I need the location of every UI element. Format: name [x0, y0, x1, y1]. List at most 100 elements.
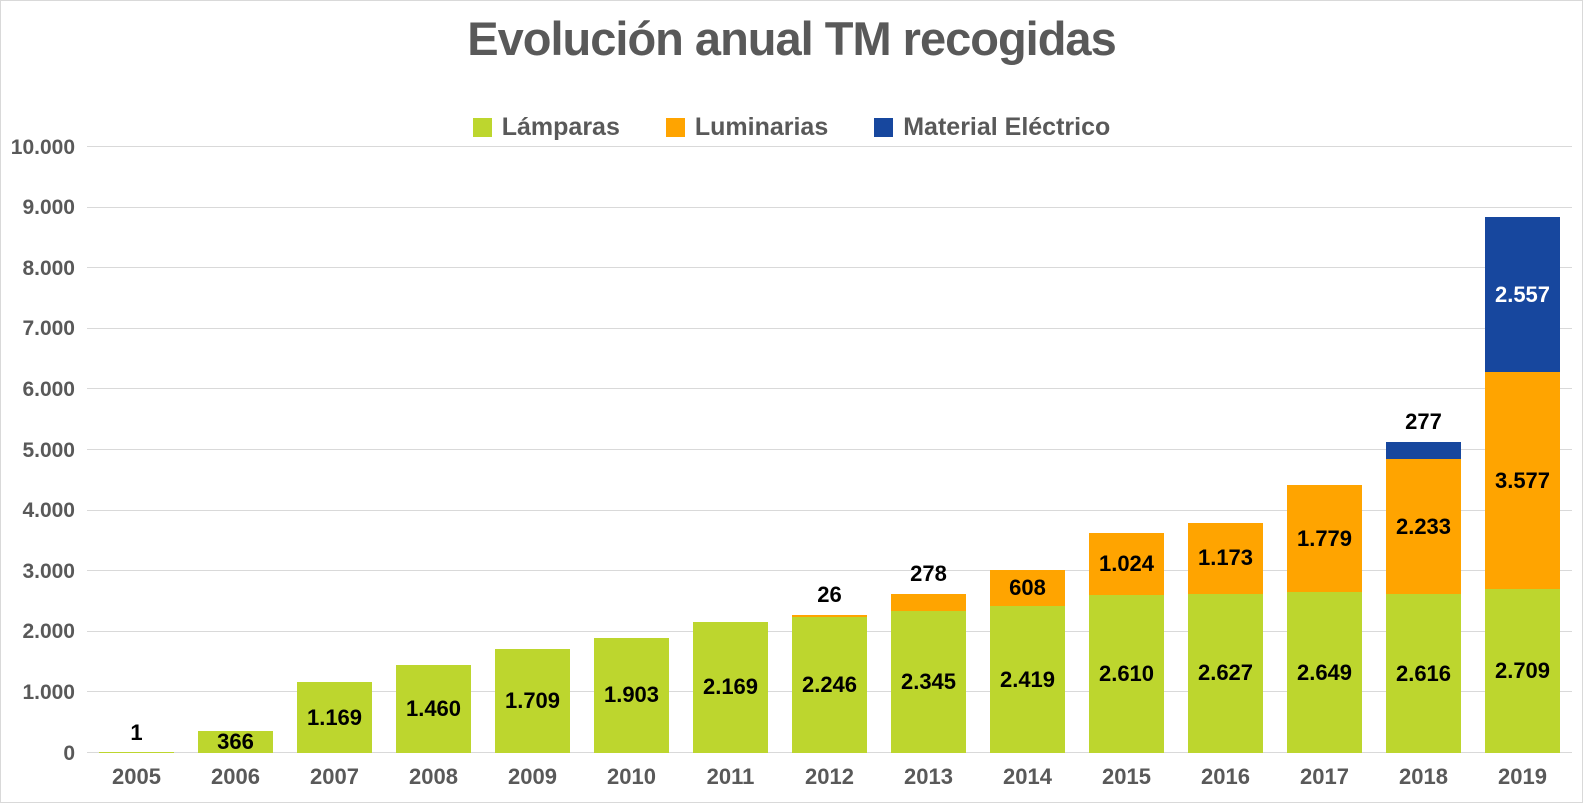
y-axis-label: 10.000: [10, 135, 75, 159]
bar-segment-luminarias-2019: [1485, 372, 1560, 589]
bar-slot-2009: 1.709 2009: [483, 147, 582, 789]
legend-item-luminarias: Luminarias: [665, 113, 829, 142]
data-label-la-mparas-2018: 2.616: [1395, 660, 1452, 686]
legend-swatch-icon: [472, 118, 492, 137]
legend-swatch-icon: [874, 118, 894, 137]
bar-segment-luminarias-2017: [1287, 484, 1362, 593]
legend-swatch-icon: [665, 118, 685, 137]
gridline: [87, 327, 1572, 329]
legend-label: Luminarias: [694, 113, 829, 141]
legend-item-la-mparas: Lámparas: [472, 113, 620, 142]
data-label-la-mparas-2016: 2.627: [1197, 660, 1254, 686]
gridline: [87, 267, 1572, 269]
data-label-luminarias-2017: 1.779: [1296, 525, 1353, 551]
data-label-material-ele-ctrico-2018: 277: [1405, 409, 1442, 435]
bar-segment-luminarias-2012: [792, 615, 867, 617]
x-axis-label-2006: 2006: [211, 764, 260, 789]
bar-slot-2007: 1.169 2007: [285, 147, 384, 789]
x-axis-label-2007: 2007: [310, 764, 359, 789]
data-label-la-mparas-2007: 1.169: [306, 704, 363, 730]
bar-slot-2017: 2.649 1.779 2017: [1275, 147, 1374, 789]
data-label-luminarias-2016: 1.173: [1197, 545, 1254, 571]
y-axis-label: 4.000: [22, 499, 75, 523]
legend-label: Material Eléctrico: [903, 113, 1111, 141]
x-axis-label-2009: 2009: [508, 764, 557, 789]
data-label-la-mparas-2006: 366: [217, 728, 254, 754]
x-axis-label-2011: 2011: [706, 764, 755, 789]
bar-segment-luminarias-2015: [1089, 532, 1164, 595]
data-label-la-mparas-2011: 2.169: [702, 674, 759, 700]
bar-segment-luminarias-2018: [1386, 459, 1461, 595]
x-axis-label-2016: 2016: [1201, 764, 1250, 789]
gridline: [87, 570, 1572, 572]
bar-segment-la-mparas-2005: [99, 752, 174, 753]
gridline: [87, 206, 1572, 208]
plot-area: 0 1.000 2.000 3.000 4.000 5.000 6.000 7.000 8.00…: [11, 136, 1572, 789]
y-axis-label: 1.000: [22, 680, 75, 704]
data-label-la-mparas-2014: 2.419: [999, 666, 1056, 692]
data-label-luminarias-2013: 278: [910, 561, 947, 587]
bar-segment-la-mparas-2011: [693, 621, 768, 753]
bar-slot-2006: 366 2006: [186, 147, 285, 789]
y-axis-label: 6.000: [22, 377, 75, 401]
bar-segment-la-mparas-2010: [594, 637, 669, 753]
bar-segment-la-mparas-2013: [891, 610, 966, 753]
y-axis-label: 5.000: [22, 438, 75, 462]
data-label-la-mparas-2017: 2.649: [1296, 659, 1353, 685]
bar-segment-luminarias-2013: [891, 594, 966, 611]
x-axis-label-2015: 2015: [1102, 764, 1151, 789]
data-label-luminarias-2012: 26: [817, 582, 842, 608]
bar-slot-2010: 1.903 2010: [582, 147, 681, 789]
bar-segment-la-mparas-2018: [1386, 594, 1461, 753]
bar-segment-la-mparas-2017: [1287, 592, 1362, 753]
bar-slot-2019: 2.709 3.577 2.557 2019: [1473, 147, 1572, 789]
bar-slot-2011: 2.169 2011: [681, 147, 780, 789]
x-axis-label-2019: 2019: [1498, 764, 1547, 789]
bar-slot-2008: 1.460 2008: [384, 147, 483, 789]
y-axis-label: 9.000: [22, 196, 75, 220]
data-label-la-mparas-2008: 1.460: [405, 695, 462, 721]
y-axis-label: 7.000: [22, 317, 75, 341]
gridline: [87, 388, 1572, 390]
bar-slot-2012: 2.246 26 2012: [780, 147, 879, 789]
x-axis-label-2014: 2014: [1003, 764, 1052, 789]
bar-slot-2013: 2.345 278 2013: [879, 147, 978, 789]
data-label-la-mparas-2013: 2.345: [900, 669, 957, 694]
gridline: [87, 509, 1572, 511]
gridline: [87, 146, 1572, 147]
bar-segment-la-mparas-2012: [792, 616, 867, 753]
data-label-la-mparas-2015: 2.610: [1098, 660, 1155, 686]
bar-slot-2016: 2.627 1.173 2016: [1176, 147, 1275, 789]
bar-segment-material-ele-ctrico-2019: [1485, 217, 1560, 373]
bar-segment-la-mparas-2009: [495, 649, 570, 753]
y-axis-label: 3.000: [22, 559, 75, 583]
legend-label: Lámparas: [501, 113, 620, 141]
x-axis-label-2010: 2010: [607, 764, 656, 789]
data-label-material-ele-ctrico-2019: 2.557: [1494, 281, 1551, 307]
bar-segment-la-mparas-2008: [396, 664, 471, 753]
bar-segment-la-mparas-2007: [297, 682, 372, 753]
data-label-la-mparas-2019: 2.709: [1494, 657, 1551, 683]
x-axis-label-2017: 2017: [1300, 764, 1349, 789]
bar-segment-la-mparas-2014: [990, 606, 1065, 753]
bar-segment-luminarias-2014: [990, 569, 1065, 607]
data-label-luminarias-2014: 608: [1009, 575, 1046, 601]
bar-slot-2014: 2.419 608 2014: [978, 147, 1077, 789]
data-label-luminarias-2015: 1.024: [1098, 550, 1155, 576]
bar-slot-2015: 2.610 1.024 2015: [1077, 147, 1176, 789]
data-label-luminarias-2018: 2.233: [1395, 513, 1452, 539]
legend-item-material-ele-ctrico: Material Eléctrico: [874, 113, 1110, 142]
data-label-luminarias-2019: 3.577: [1494, 467, 1551, 493]
data-label-la-mparas-2012: 2.246: [801, 672, 858, 697]
legend: Lámparas Luminarias Material Eléctrico: [1, 113, 1582, 142]
bar-segment-material-ele-ctrico-2018: [1386, 442, 1461, 460]
bar-segment-la-mparas-2015: [1089, 594, 1164, 753]
y-axis-label: 8.000: [22, 256, 75, 280]
bar-segment-la-mparas-2016: [1188, 593, 1263, 753]
bar-slot-2018: 2.616 2.233 277 2018: [1374, 147, 1473, 789]
data-label-la-mparas-2009: 1.709: [504, 688, 561, 714]
data-label-la-mparas-2010: 1.903: [603, 682, 660, 708]
bar-segment-luminarias-2016: [1188, 522, 1263, 594]
x-axis-label-2008: 2008: [409, 764, 458, 789]
data-label-la-mparas-2005: 1: [130, 720, 143, 745]
